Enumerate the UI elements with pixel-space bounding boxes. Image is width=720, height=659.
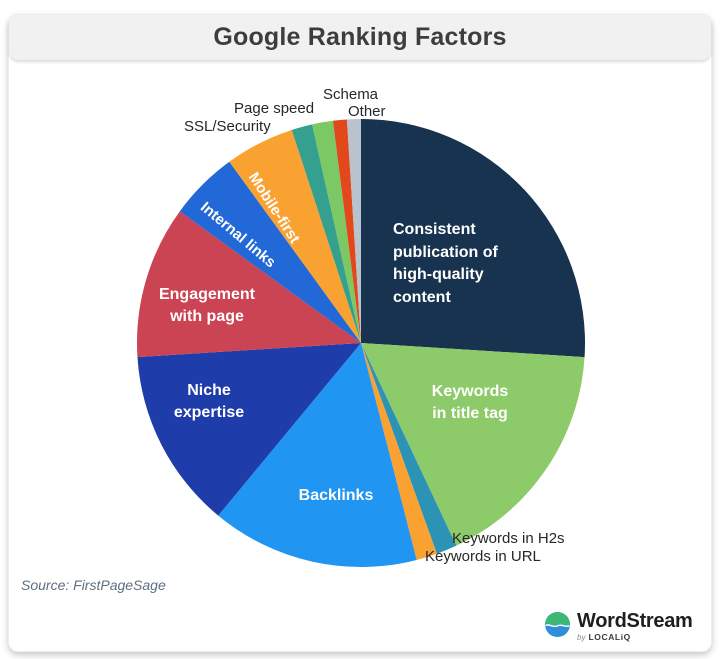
callout-label-keywords-url: Keywords in URL xyxy=(425,548,541,565)
chart-card: Google Ranking Factors Consistent public… xyxy=(8,14,712,652)
pie-slice-5 xyxy=(137,343,361,516)
slice-label-keywords-title-tag: Keywords in title tag xyxy=(431,383,509,423)
pie-slice-0 xyxy=(361,119,586,358)
wordstream-logo-text: WordStream by LOCALiQ xyxy=(577,610,693,642)
pie-slice-2 xyxy=(361,343,457,554)
wordstream-logo: WordStream by LOCALiQ xyxy=(545,610,693,642)
callout-label-other: Other xyxy=(348,103,386,120)
pie-slice-8 xyxy=(229,129,361,343)
callout-label-keywords-h2s: Keywords in H2s xyxy=(452,530,565,547)
pie-slice-1 xyxy=(361,343,585,546)
pie-slice-3 xyxy=(361,343,437,560)
callout-label-schema: Schema xyxy=(323,86,379,103)
wordstream-logo-icon xyxy=(545,612,570,637)
wordstream-logo-name: WordStream xyxy=(577,610,693,632)
chart-header-bar: Google Ranking Factors xyxy=(9,15,711,60)
slice-label-consistent-content: Consistent publication of high-quality c… xyxy=(393,221,498,307)
chart-title: Google Ranking Factors xyxy=(213,23,507,51)
pie-slice-4 xyxy=(218,343,417,567)
pie-slice-9 xyxy=(291,124,361,343)
pie-slice-11 xyxy=(332,119,361,343)
slice-label-engagement: Engagement with page xyxy=(158,286,255,326)
wordstream-logo-byline: by LOCALiQ xyxy=(577,632,693,642)
pie-svg xyxy=(136,119,586,567)
pie-chart xyxy=(136,119,586,567)
callout-label-page-speed: Page speed xyxy=(234,100,315,117)
slice-label-niche-expertise: Niche expertise xyxy=(173,382,245,422)
callout-label-ssl-security: SSL/Security xyxy=(184,118,271,135)
pie-slice-10 xyxy=(312,120,361,344)
slice-label-backlinks: Backlinks xyxy=(298,487,374,504)
byline-by: by xyxy=(577,633,586,642)
byline-localiq: LOCALiQ xyxy=(588,632,631,642)
pie-slice-7 xyxy=(179,161,361,343)
source-attribution: Source: FirstPageSage xyxy=(21,577,166,593)
pie-slice-12 xyxy=(346,119,361,343)
pie-slice-6 xyxy=(136,211,361,358)
